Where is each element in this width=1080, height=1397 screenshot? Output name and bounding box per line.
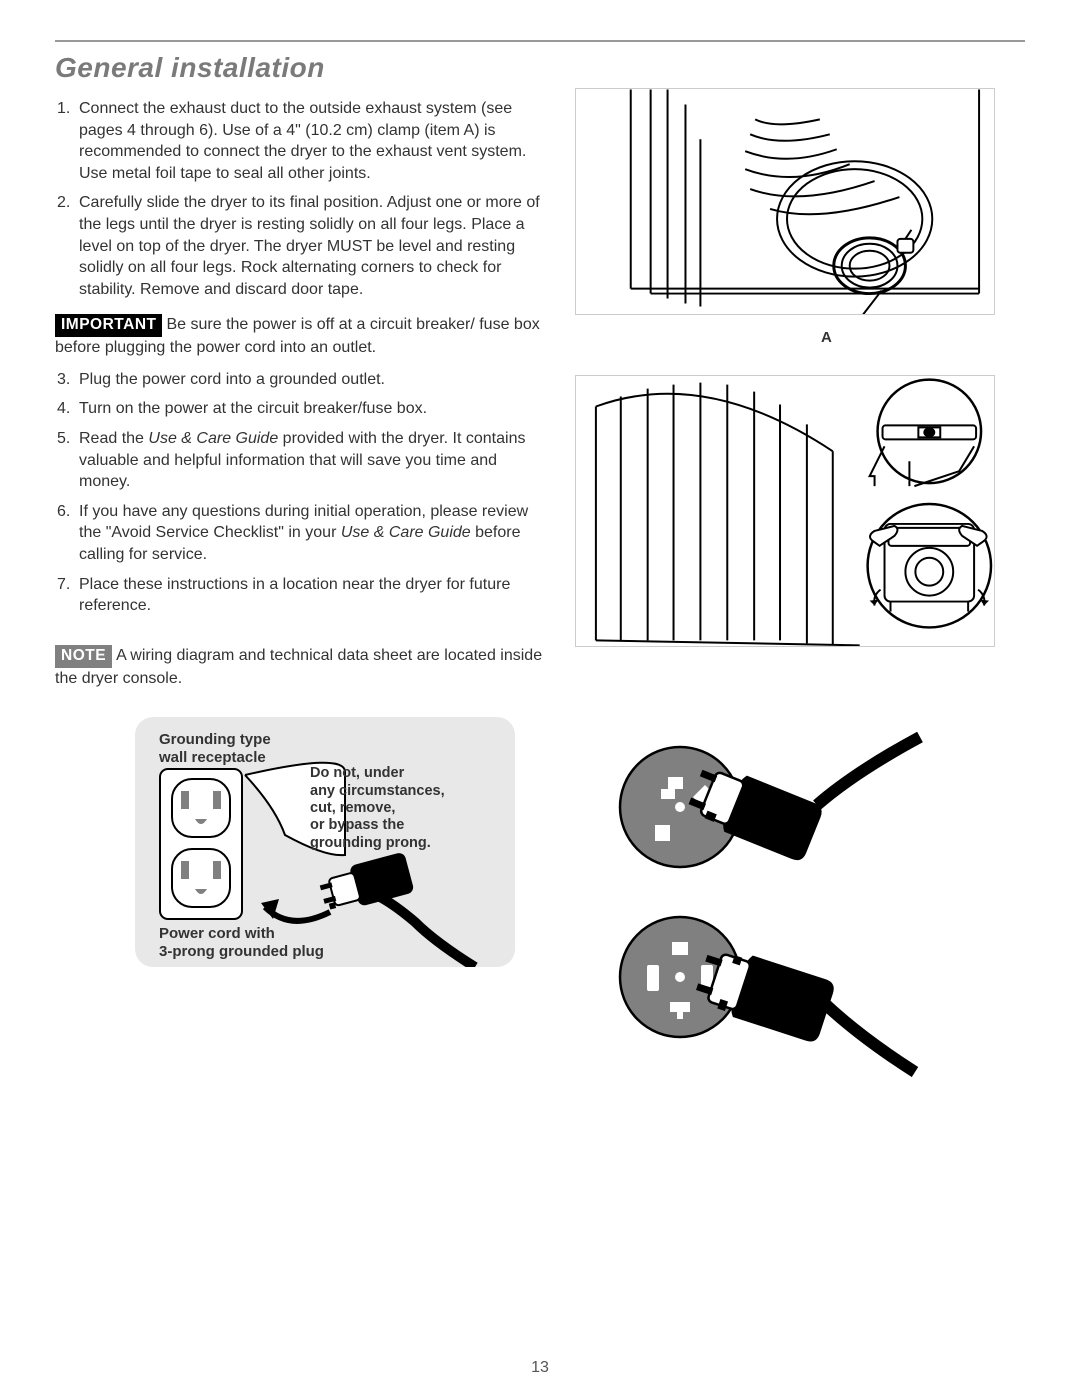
step-number: 2. (55, 192, 79, 300)
step-item: 4.Turn on the power at the circuit break… (55, 398, 545, 420)
step-text: Place these instructions in a location n… (79, 574, 545, 617)
step-text: Read the Use & Care Guide provided with … (79, 428, 545, 493)
figure-plug-types-illustration (575, 717, 955, 1077)
step-text: Connect the exhaust duct to the outside … (79, 98, 545, 184)
outlet-title: Grounding type wall receptacle (159, 731, 271, 767)
figure-clamp-illustration: A A (575, 88, 995, 315)
step-text: Plug the power cord into a grounded outl… (79, 369, 545, 391)
step-item: 5.Read the Use & Care Guide provided wit… (55, 428, 545, 493)
important-paragraph: IMPORTANTBe sure the power is off at a c… (55, 314, 545, 359)
step-item: 6.If you have any questions during initi… (55, 501, 545, 566)
step-text: Turn on the power at the circuit breaker… (79, 398, 545, 420)
step-number: 1. (55, 98, 79, 184)
note-text: A wiring diagram and technical data shee… (55, 647, 542, 687)
note-paragraph: NOTEA wiring diagram and technical data … (55, 645, 545, 690)
clamp-label: A (821, 329, 832, 346)
step-number: 5. (55, 428, 79, 493)
step-item: 2.Carefully slide the dryer to its final… (55, 192, 545, 300)
figure-leveling-illustration (575, 375, 995, 647)
step-number: 4. (55, 398, 79, 420)
top-rule (55, 40, 1025, 42)
figure-column: A A (575, 98, 995, 697)
outlet-warning: Do not, under any circumstances, cut, re… (310, 765, 445, 852)
important-badge: IMPORTANT (55, 314, 162, 337)
step-number: 3. (55, 369, 79, 391)
page-number: 13 (0, 1359, 1080, 1377)
outlet-subtitle: Power cord with 3-prong grounded plug (159, 925, 324, 961)
step-number: 7. (55, 574, 79, 617)
page-heading: General installation (55, 52, 1025, 84)
step-item: 7.Place these instructions in a location… (55, 574, 545, 617)
step-text: If you have any questions during initial… (79, 501, 545, 566)
steps-list-b: 3.Plug the power cord into a grounded ou… (55, 369, 545, 617)
text-column: 1.Connect the exhaust duct to the outsid… (55, 98, 545, 697)
step-text: Carefully slide the dryer to its final p… (79, 192, 545, 300)
steps-list-a: 1.Connect the exhaust duct to the outsid… (55, 98, 545, 300)
step-number: 6. (55, 501, 79, 566)
step-item: 1.Connect the exhaust duct to the outsid… (55, 98, 545, 184)
note-badge: NOTE (55, 645, 112, 668)
figure-outlet-illustration: Grounding type wall receptacle Do not, u… (135, 717, 515, 967)
step-item: 3.Plug the power cord into a grounded ou… (55, 369, 545, 391)
